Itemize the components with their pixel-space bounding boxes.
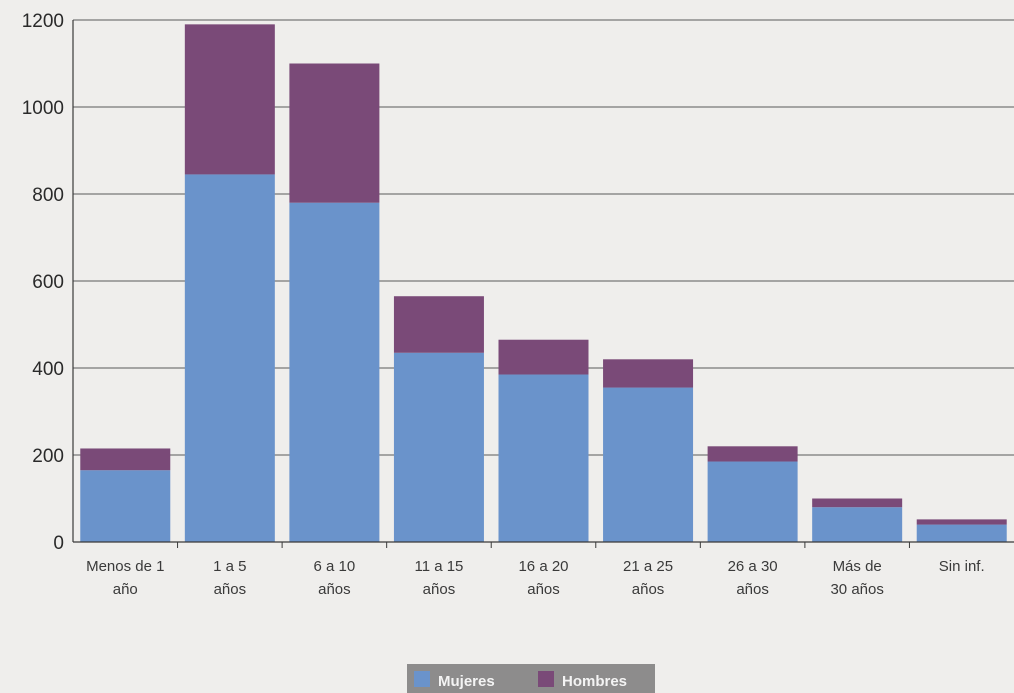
bar-mujeres-0 [80, 470, 171, 542]
bar-hombres-4 [498, 339, 589, 375]
x-category-label: años [736, 581, 769, 598]
bar-hombres-7 [812, 498, 903, 508]
y-tick-label: 200 [32, 446, 64, 467]
bars [80, 24, 1007, 543]
bar-hombres-0 [80, 448, 171, 471]
legend-label-hombres: Hombres [562, 673, 627, 690]
legend-swatch-hombres [538, 671, 554, 687]
x-category-label: 1 a 5 [213, 558, 246, 575]
x-axis-category-labels: Menos de 1 año 1 a 5 años 6 a 10 años 11 a 15 a… [86, 558, 985, 598]
x-category-label: 26 a 30 [728, 558, 778, 575]
bar-mujeres-3 [393, 352, 484, 542]
y-tick-label: 0 [53, 533, 64, 554]
bar-mujeres-7 [812, 507, 903, 542]
legend-box [407, 664, 655, 693]
bar-mujeres-1 [184, 174, 275, 543]
x-category-label: 16 a 20 [518, 558, 568, 575]
x-category-label: Menos de 1 [86, 558, 164, 575]
y-tick-label: 400 [32, 359, 64, 380]
x-category-label: Más de [833, 558, 882, 575]
x-category-label: 21 a 25 [623, 558, 673, 575]
axes [72, 20, 1014, 548]
x-category-label: años [527, 581, 560, 598]
x-category-label: 11 a 15 [414, 558, 463, 575]
bar-hombres-1 [184, 24, 275, 175]
bar-hombres-8 [916, 519, 1007, 525]
x-category-label: años [632, 581, 665, 598]
x-category-label: 6 a 10 [314, 558, 356, 575]
bar-mujeres-4 [498, 374, 589, 542]
y-tick-label: 600 [32, 272, 64, 293]
y-tick-label: 1000 [22, 98, 64, 119]
legend: Mujeres Hombres [407, 664, 655, 693]
y-axis-tick-labels: 0 200 400 600 800 1000 1200 [22, 11, 64, 554]
x-category-label: Sin inf. [939, 558, 985, 575]
bar-mujeres-2 [289, 202, 380, 542]
bar-mujeres-6 [707, 461, 798, 542]
x-category-label: años [318, 581, 351, 598]
bar-hombres-2 [289, 63, 380, 203]
bar-mujeres-5 [603, 387, 694, 542]
x-category-label: 30 años [830, 581, 883, 598]
bar-hombres-3 [393, 296, 484, 353]
y-tick-label: 800 [32, 185, 64, 206]
x-category-label: años [423, 581, 456, 598]
x-category-label: años [214, 581, 247, 598]
bar-mujeres-8 [916, 524, 1007, 542]
x-category-label: año [113, 581, 138, 598]
bar-hombres-5 [603, 359, 694, 388]
y-tick-label: 1200 [22, 11, 64, 32]
bar-hombres-6 [707, 446, 798, 462]
legend-swatch-mujeres [414, 671, 430, 687]
legend-label-mujeres: Mujeres [438, 673, 495, 690]
